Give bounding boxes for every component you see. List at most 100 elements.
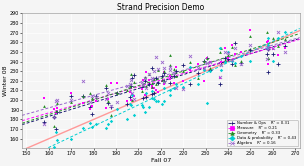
Point <box>276 54 281 56</box>
Point <box>150 79 154 82</box>
Point <box>54 107 59 109</box>
Point <box>265 56 270 59</box>
Point <box>54 127 58 130</box>
Point <box>150 66 155 69</box>
Point <box>159 80 164 83</box>
Point <box>233 47 237 50</box>
Point <box>128 102 133 105</box>
Point <box>217 77 222 79</box>
Point <box>54 111 59 113</box>
Point <box>150 86 154 89</box>
Point <box>130 77 134 79</box>
Point <box>205 102 209 104</box>
Point <box>202 66 206 69</box>
Point <box>265 40 270 42</box>
Point <box>162 99 167 102</box>
Point <box>162 72 167 75</box>
Point <box>128 83 133 86</box>
Point <box>140 84 145 87</box>
Point <box>276 45 281 48</box>
Point <box>54 110 58 113</box>
Point <box>196 77 201 80</box>
Point <box>156 68 161 70</box>
Point <box>168 54 173 57</box>
Point <box>42 123 47 125</box>
Point <box>87 108 92 111</box>
Point <box>94 123 98 126</box>
Point <box>230 63 235 66</box>
Point <box>69 92 74 94</box>
Point <box>187 55 192 58</box>
Point <box>54 99 58 102</box>
Point <box>140 87 145 90</box>
Point <box>52 108 57 111</box>
Point <box>103 107 108 109</box>
Point <box>140 81 145 83</box>
Point <box>108 82 113 84</box>
Point <box>174 74 179 77</box>
Point <box>142 94 147 97</box>
Point <box>159 75 164 77</box>
Point <box>143 95 148 98</box>
Point <box>239 62 244 65</box>
Point <box>171 82 176 84</box>
Point <box>87 100 92 103</box>
Point <box>168 74 173 77</box>
Point <box>180 85 185 88</box>
Point <box>81 127 86 130</box>
Point <box>143 92 148 94</box>
Point <box>271 37 276 39</box>
Point <box>168 82 172 84</box>
Point <box>54 139 59 141</box>
Point <box>223 51 228 53</box>
Point <box>171 68 176 71</box>
Point <box>168 66 173 68</box>
Point <box>223 46 228 49</box>
Point <box>207 69 212 71</box>
Point <box>54 112 58 114</box>
Point <box>154 88 158 91</box>
Point <box>150 85 155 88</box>
Point <box>154 77 158 79</box>
Point <box>87 121 92 124</box>
Point <box>132 95 136 98</box>
Point <box>283 45 288 47</box>
Point <box>239 63 244 65</box>
Point <box>108 106 113 108</box>
Point <box>52 146 57 148</box>
Point <box>171 72 176 74</box>
Point <box>230 58 235 61</box>
Point <box>217 83 222 85</box>
Point <box>162 82 167 85</box>
Point <box>42 121 47 124</box>
Point <box>168 64 172 67</box>
Point <box>143 70 148 73</box>
Point <box>146 83 151 85</box>
Point <box>140 90 145 92</box>
Point <box>174 82 179 85</box>
Point <box>142 77 147 80</box>
Point <box>230 60 235 62</box>
Point <box>156 82 161 85</box>
Point <box>142 76 147 79</box>
Point <box>105 101 110 104</box>
Point <box>81 101 86 104</box>
Point <box>207 66 212 69</box>
Point <box>52 124 57 127</box>
Point <box>54 102 59 105</box>
Point <box>94 96 98 98</box>
Point <box>247 49 252 51</box>
Point <box>125 100 130 102</box>
Point <box>81 94 86 97</box>
Point <box>156 90 161 93</box>
Point <box>271 59 276 62</box>
Point <box>162 67 167 70</box>
Point <box>196 67 201 69</box>
Point <box>115 101 119 103</box>
Point <box>247 34 252 37</box>
Point <box>103 84 108 86</box>
Point <box>150 90 154 93</box>
Point <box>130 92 134 95</box>
Point <box>265 48 270 50</box>
Point <box>125 103 130 105</box>
